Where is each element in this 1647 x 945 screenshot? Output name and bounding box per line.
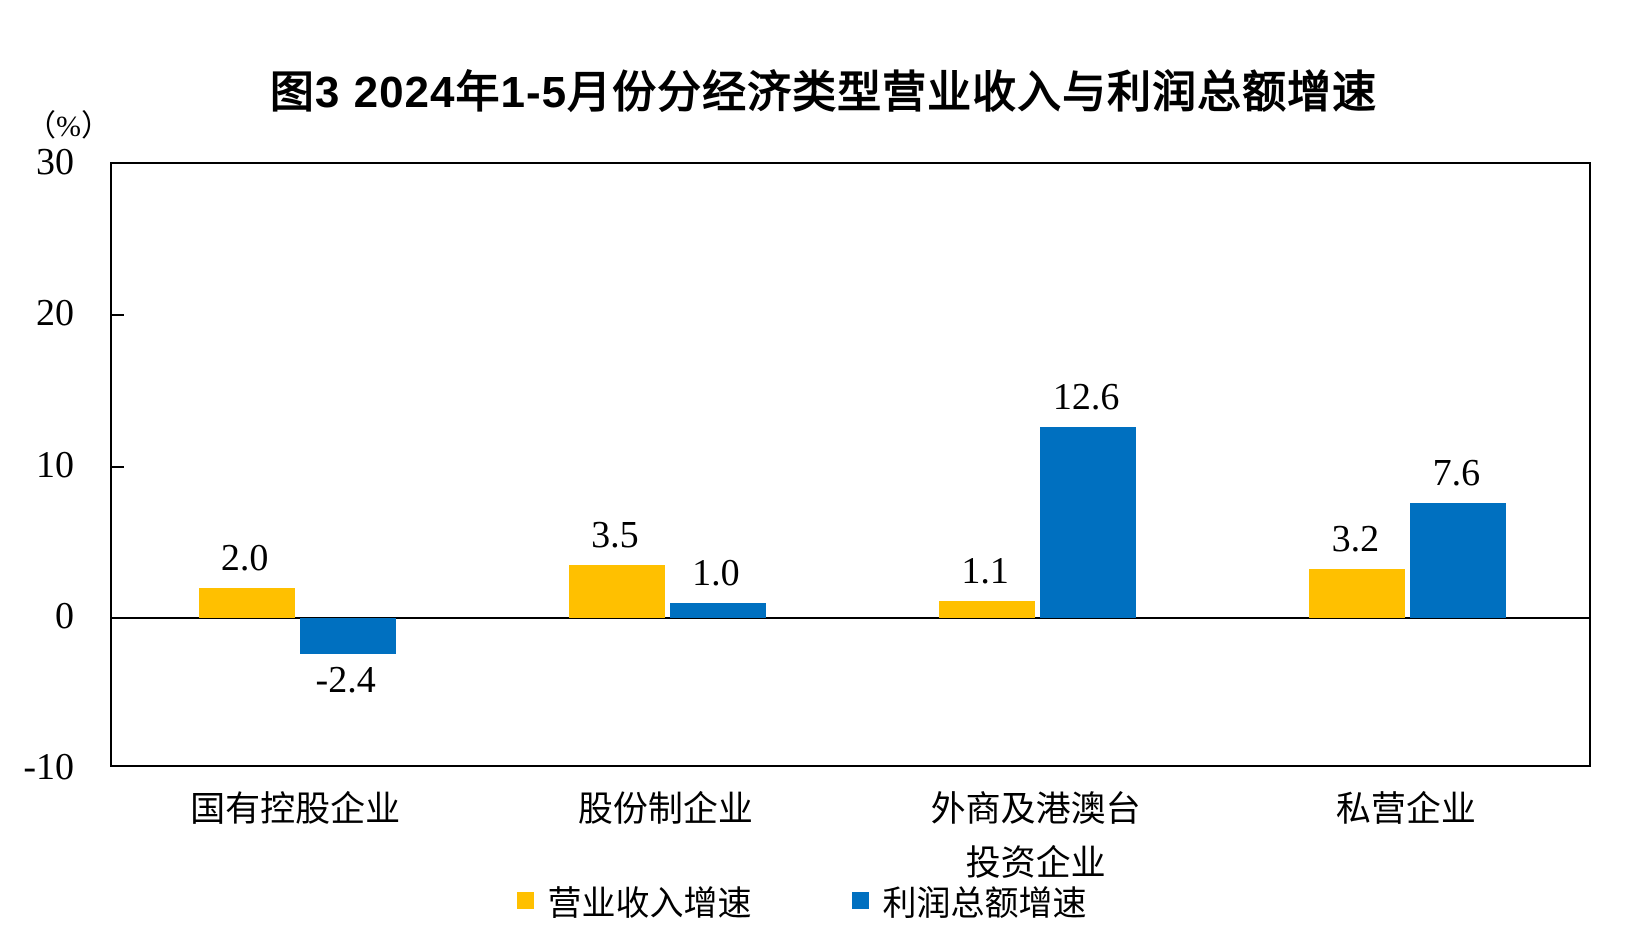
category-label: 私营企业	[1335, 790, 1476, 829]
y-axis-unit-label: （%）	[26, 110, 111, 143]
y-axis-tick-mark	[112, 314, 124, 317]
plot-area	[110, 162, 1591, 767]
legend-item-revenue-growth: 营业收入增速	[516, 876, 752, 925]
legend-label: 利润总额增速	[882, 886, 1087, 923]
bar-value-label: 1.0	[692, 551, 740, 594]
bar-profit-growth	[1410, 502, 1507, 618]
bar-revenue-growth	[568, 564, 665, 618]
category-label: 国有控股企业	[190, 790, 401, 829]
y-axis-tick-label: -10	[23, 746, 74, 788]
y-axis-tick-label: 20	[36, 292, 74, 335]
y-axis-tick-mark	[112, 465, 124, 468]
bar-revenue-growth	[198, 587, 295, 618]
y-axis-tick-label: 10	[36, 443, 74, 486]
legend-swatch-icon	[516, 892, 534, 909]
category-label: 股份制企业	[577, 790, 753, 829]
bar-profit-growth	[669, 602, 766, 618]
bar-profit-growth	[1040, 427, 1137, 618]
bar-profit-growth	[299, 617, 396, 655]
bar-value-label: 3.2	[1331, 518, 1380, 561]
bar-value-label: 1.1	[961, 550, 1009, 593]
bar-value-label: 2.0	[220, 536, 269, 579]
bar-revenue-growth	[939, 601, 1036, 618]
bar-value-label: -2.4	[315, 659, 376, 702]
legend-item-profit-growth: 利润总额增速	[851, 876, 1087, 925]
bar-revenue-growth	[1309, 569, 1406, 618]
y-axis-tick-label: 0	[55, 594, 74, 637]
bar-value-label: 3.5	[591, 513, 639, 556]
legend-label: 营业收入增速	[547, 886, 752, 923]
zero-axis-line	[112, 616, 1589, 619]
bar-value-label: 12.6	[1052, 376, 1120, 419]
legend: 营业收入增速 利润总额增速	[0, 876, 1625, 925]
category-label: 外商及港澳台 投资企业	[930, 790, 1141, 883]
bar-value-label: 7.6	[1432, 451, 1481, 494]
y-axis-tick-label: 30	[36, 141, 74, 183]
legend-swatch-icon	[851, 892, 869, 909]
chart-title: 图3 2024年1-5月份分经济类型营业收入与利润总额增速	[269, 68, 1378, 117]
